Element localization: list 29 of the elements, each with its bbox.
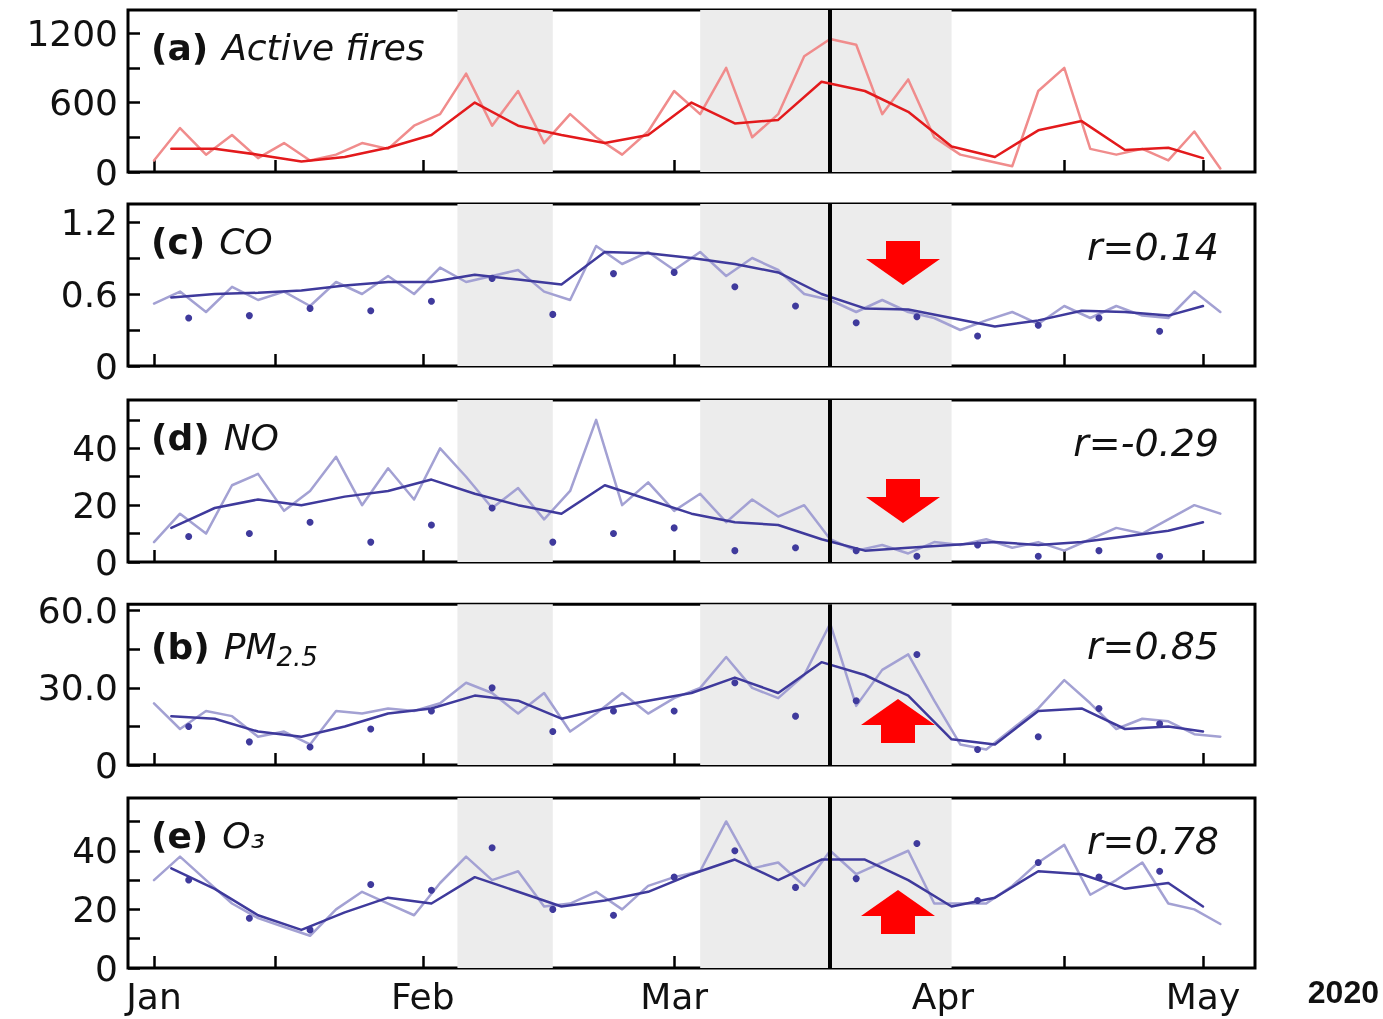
y-tick-label: 60.0 bbox=[37, 590, 118, 632]
x-tick-label: Jan bbox=[124, 975, 182, 1017]
x-tick-label: Mar bbox=[640, 975, 709, 1017]
annotation: r=-0.29 bbox=[1073, 421, 1220, 465]
annotation: r=0.14 bbox=[1086, 225, 1220, 269]
y-tick-label: 1200 bbox=[26, 12, 118, 54]
y-tick-label: 0 bbox=[95, 541, 118, 583]
y-tick-label: 0 bbox=[95, 947, 118, 989]
text: (a) Active fires bbox=[151, 26, 425, 68]
text: (d) NO bbox=[151, 416, 279, 458]
text: (e) O₃ bbox=[151, 814, 266, 856]
y-tick-label: 30.0 bbox=[37, 667, 118, 709]
x-tick-label: May bbox=[1165, 975, 1241, 1017]
y-tick-label: 0 bbox=[95, 151, 118, 193]
y-tick-label: 20 bbox=[72, 888, 118, 930]
y-tick-label: 0 bbox=[95, 345, 118, 387]
y-tick-label: 0.6 bbox=[60, 273, 118, 315]
y-tick-label: 40 bbox=[72, 830, 118, 872]
x-tick-label: Apr bbox=[911, 975, 975, 1017]
y-tick-label: 600 bbox=[49, 82, 118, 124]
y-tick-label: 1.2 bbox=[60, 201, 118, 243]
text: (c) CO bbox=[151, 220, 273, 262]
text: 2020 bbox=[1307, 974, 1379, 1010]
annotation: r=0.85 bbox=[1086, 624, 1220, 668]
y-tick-label: 40 bbox=[72, 427, 118, 469]
x-tick-label: Feb bbox=[390, 975, 455, 1017]
annotation: r=0.78 bbox=[1086, 819, 1220, 863]
y-tick-label: 20 bbox=[72, 484, 118, 526]
y-tick-label: 0 bbox=[95, 744, 118, 786]
